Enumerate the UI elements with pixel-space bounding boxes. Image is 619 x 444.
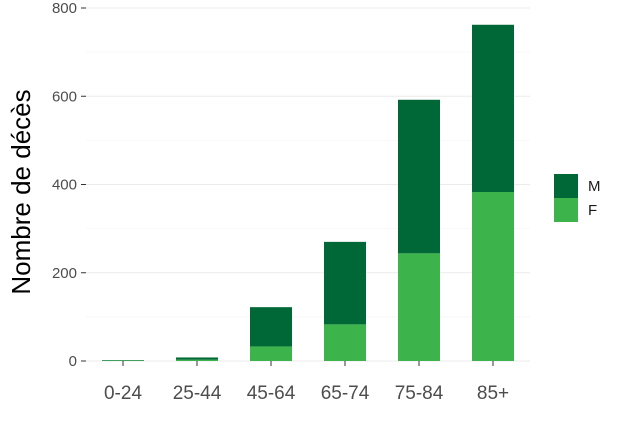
y-tick-label: 600 [52, 88, 77, 105]
x-tick-label: 75-84 [395, 383, 444, 404]
x-tick-label: 85+ [477, 383, 509, 404]
bars [102, 24, 514, 361]
bar-F-75-84 [398, 253, 440, 361]
bar-F-65-74 [324, 324, 366, 361]
x-tick-label: 0-24 [104, 383, 142, 404]
bar-M-75-84 [398, 99, 440, 254]
bar-F-85+ [472, 192, 514, 361]
y-tick-label: 400 [52, 177, 77, 194]
legend-swatch-F [554, 198, 578, 222]
bar-M-45-64 [250, 307, 292, 347]
y-tick-label: 0 [69, 353, 77, 370]
legend-label-M: M [588, 178, 601, 195]
y-tick-label: 800 [52, 0, 77, 17]
x-tick-label: 45-64 [247, 383, 296, 404]
grid [86, 7, 530, 362]
bar-F-25-44 [176, 359, 218, 361]
y-axis: 0 200 400 600 800 [52, 0, 86, 370]
y-axis-title: Nombre de décès [6, 89, 36, 294]
x-tick-label: 25-44 [173, 383, 222, 404]
legend-label-F: F [588, 202, 597, 219]
bar-M-65-74 [324, 241, 366, 325]
bar-F-45-64 [250, 346, 292, 361]
legend: MF [554, 174, 601, 222]
y-tick-label: 200 [52, 265, 77, 282]
bar-M-85+ [472, 24, 514, 193]
x-tick-label: 65-74 [321, 383, 370, 404]
legend-swatch-M [554, 174, 578, 198]
bar-M-25-44 [176, 357, 218, 360]
x-axis: 0-24 25-44 45-64 65-74 75-84 85+ [104, 361, 509, 404]
